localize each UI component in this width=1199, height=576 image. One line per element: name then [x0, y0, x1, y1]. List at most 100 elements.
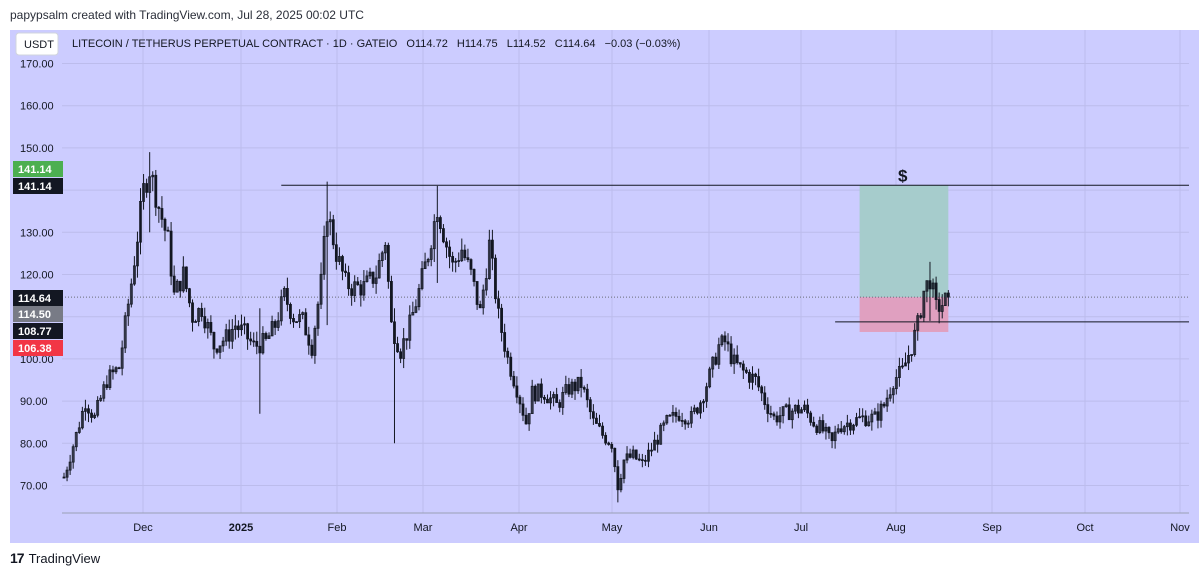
- candle-body: [374, 277, 378, 284]
- candle-body: [937, 299, 941, 312]
- candle-body: [445, 241, 448, 248]
- candle-body: [184, 266, 188, 290]
- candle-body: [686, 422, 690, 425]
- candle-body: [552, 394, 555, 399]
- tradingview-logo-icon: 17: [10, 550, 25, 566]
- candle-body: [160, 208, 164, 220]
- chart-legend: LITECOIN / TETHERUS PERPETUAL CONTRACT ·…: [72, 38, 680, 50]
- candle-body: [732, 354, 736, 365]
- candle-body: [227, 329, 231, 342]
- candle-body: [530, 385, 534, 414]
- candle-body: [702, 400, 705, 404]
- chart-background: [10, 30, 1199, 543]
- candle-body: [423, 261, 427, 270]
- candle-body: [818, 420, 822, 433]
- candle-body: [928, 280, 932, 290]
- candle-body: [408, 314, 412, 341]
- candle-body: [925, 280, 929, 292]
- y-tick-label: 160.00: [20, 101, 54, 113]
- candle-body: [543, 397, 546, 400]
- candle-body: [481, 289, 485, 309]
- candle-body: [894, 377, 898, 390]
- candle-body: [399, 351, 403, 359]
- low-value: 114.52: [513, 38, 546, 50]
- candle-body: [319, 273, 323, 305]
- candle-body: [68, 461, 72, 471]
- open-label: O: [406, 38, 415, 50]
- candle-body: [625, 453, 629, 461]
- price-badge: [13, 290, 63, 306]
- candle-body: [637, 458, 641, 461]
- candle-body: [77, 427, 81, 433]
- x-tick-label: Jun: [700, 522, 718, 534]
- candle-body: [806, 404, 809, 414]
- candle-body: [644, 459, 647, 462]
- change-value: −0.03 (−0.03%): [605, 38, 681, 50]
- candle-body: [402, 338, 406, 359]
- y-tick-label: 120.00: [20, 270, 54, 282]
- candle-body: [524, 414, 528, 425]
- candle-body: [628, 453, 632, 458]
- currency-button[interactable]: [15, 32, 59, 56]
- candle-body: [132, 265, 136, 285]
- close-label: C: [555, 38, 563, 50]
- candle-body: [117, 367, 121, 370]
- candle-body: [258, 345, 262, 354]
- candle-body: [699, 402, 702, 414]
- candle-body: [509, 356, 513, 377]
- profit-label: $: [898, 166, 908, 185]
- candle-body: [567, 384, 571, 395]
- candle-body: [432, 221, 436, 250]
- candle-body: [383, 244, 387, 254]
- candle-body: [849, 422, 852, 431]
- candle-body: [142, 183, 145, 202]
- candle-body: [157, 206, 161, 209]
- long-position-tool[interactable]: $: [859, 166, 949, 332]
- candle-body: [778, 415, 782, 423]
- candle-body: [861, 415, 865, 418]
- candle-body: [337, 256, 341, 262]
- candle-body: [561, 392, 565, 408]
- candle-body: [442, 228, 445, 243]
- x-tick-label: Mar: [414, 522, 433, 534]
- price-badge: [13, 340, 63, 356]
- candle-body: [478, 304, 482, 309]
- candle-body: [261, 333, 265, 354]
- candle-body: [904, 362, 907, 367]
- candle-body: [585, 388, 589, 401]
- candle-body: [659, 424, 663, 445]
- candle-body: [897, 366, 901, 378]
- candlestick-series: [62, 152, 950, 503]
- candle-body: [191, 302, 194, 323]
- stop-zone: [859, 297, 949, 332]
- candle-body: [781, 406, 785, 417]
- horizontal-lines[interactable]: [62, 184, 1189, 323]
- candle-body: [723, 335, 727, 343]
- candle-body: [873, 411, 877, 415]
- candle-body: [90, 412, 93, 418]
- price-axis[interactable]: 170.00160.00150.00140.00130.00120.00110.…: [20, 59, 54, 493]
- time-axis[interactable]: Dec 2025 Feb Mar Apr May Jun Jul Aug Sep Oct Nov: [133, 522, 1190, 534]
- candle-body: [803, 404, 806, 411]
- candle-body: [598, 423, 601, 427]
- candle-body: [328, 219, 332, 223]
- candle-body: [738, 362, 742, 365]
- candle-body: [591, 411, 595, 419]
- tradingview-footer[interactable]: 17 TradingView: [10, 550, 100, 566]
- chart-attribution: papypsalm created with TradingView.com, …: [10, 8, 364, 22]
- candle-body: [487, 239, 491, 279]
- candle-body: [800, 409, 803, 414]
- candle-body: [943, 292, 947, 306]
- candle-body: [414, 306, 418, 313]
- candle-body: [74, 432, 78, 448]
- candle-body: [833, 431, 837, 442]
- candle-body: [197, 308, 201, 322]
- candle-body: [472, 268, 476, 282]
- candle-body: [662, 422, 666, 426]
- candle-body: [790, 410, 794, 421]
- y-tick-label: 70.00: [20, 481, 48, 493]
- candle-body: [815, 425, 819, 433]
- candle-body: [546, 398, 549, 404]
- candle-body: [99, 397, 103, 401]
